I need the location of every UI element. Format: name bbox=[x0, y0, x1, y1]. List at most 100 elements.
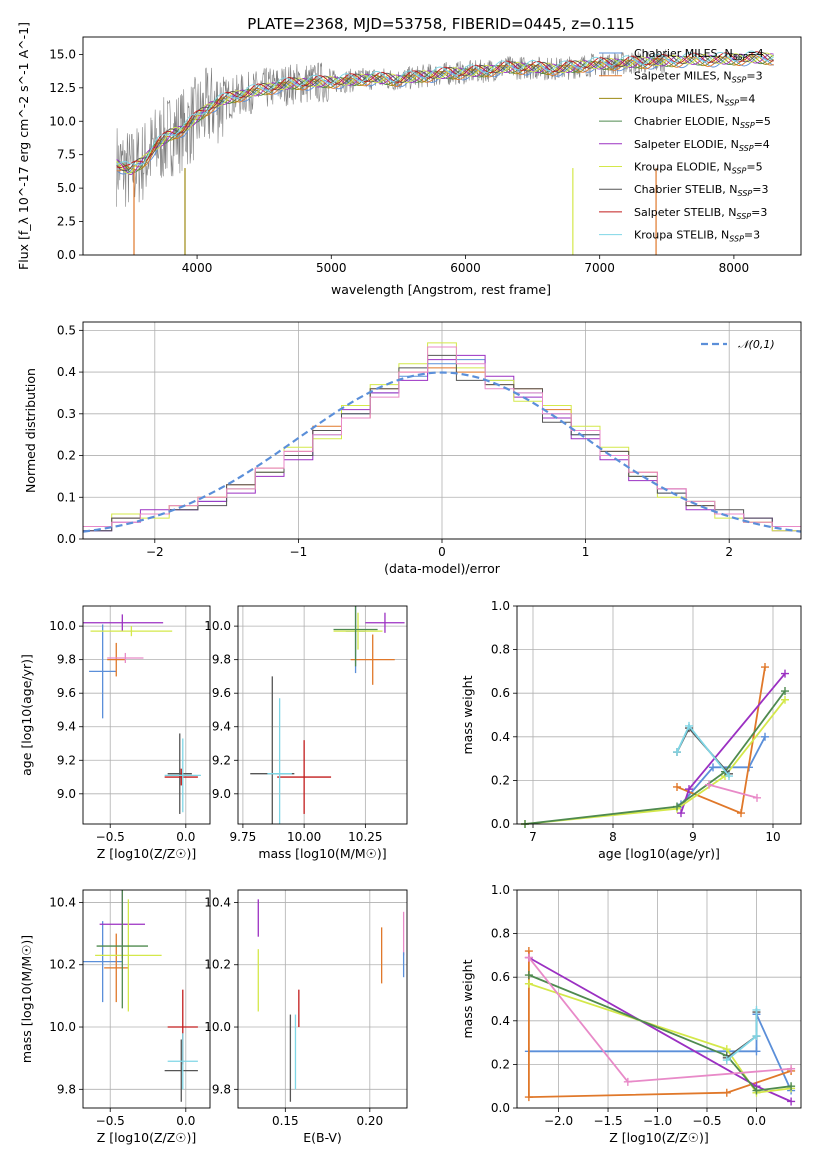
x-tick-label: 10.00 bbox=[287, 830, 321, 844]
y-tick-label: 0.1 bbox=[57, 490, 76, 504]
y-tick-label: 0.6 bbox=[491, 686, 510, 700]
y-tick-label: 0.0 bbox=[57, 248, 76, 262]
y-tick-label: 9.0 bbox=[212, 787, 231, 801]
weight-marker bbox=[781, 687, 789, 696]
weight-marker bbox=[787, 1097, 796, 1106]
weight-marker bbox=[781, 695, 789, 704]
y-tick-label: 9.4 bbox=[57, 720, 76, 734]
y-tick-label: 9.0 bbox=[57, 787, 76, 801]
model-spectrum-4 bbox=[116, 53, 774, 176]
y-tick-label: 0.0 bbox=[491, 817, 510, 831]
data-point-3 bbox=[95, 899, 162, 1012]
data-point-1 bbox=[350, 634, 395, 685]
legend-label: Kroupa MILES, NSSP=4 bbox=[634, 92, 755, 107]
y-tick-label: 1.0 bbox=[491, 599, 510, 613]
data-point-1 bbox=[104, 933, 129, 1003]
y-tick-label: 10.0 bbox=[204, 619, 231, 633]
axes-frame bbox=[516, 889, 802, 1109]
y-axis-label: mass weight bbox=[460, 675, 475, 754]
y-tick-label: 9.6 bbox=[212, 686, 231, 700]
y-tick-label: 12.5 bbox=[49, 81, 76, 95]
data-point-6 bbox=[164, 768, 198, 786]
weight-marker bbox=[709, 763, 717, 772]
weight-series-3 bbox=[528, 982, 792, 1094]
weight-marker bbox=[524, 953, 533, 962]
y-tick-label: 0.8 bbox=[491, 927, 510, 941]
y-tick-label: 0.0 bbox=[57, 532, 76, 546]
y-tick-label: 1.0 bbox=[491, 883, 510, 897]
x-axis-label: age [log10(age/yr)] bbox=[598, 846, 720, 861]
x-axis-label: mass [log10(M/M☉)] bbox=[258, 846, 386, 861]
weight-marker bbox=[752, 1047, 761, 1056]
panel-age_vs_mass: 9.75 10.00 10.25 9.0 9.2 9.4 9.6 9.8 10.0 mass [l… bbox=[204, 605, 408, 861]
x-axis-label: Z [log10(Z/Z☉)] bbox=[97, 846, 197, 861]
y-tick-label: 0.2 bbox=[491, 773, 510, 787]
x-tick-label: 7000 bbox=[584, 261, 615, 275]
observed-spectrum bbox=[116, 49, 668, 207]
weight-marker bbox=[752, 1005, 761, 1014]
y-tick-label: 9.6 bbox=[57, 686, 76, 700]
weight-marker bbox=[737, 809, 745, 818]
legend-label: Salpeter ELODIE, NSSP=4 bbox=[634, 138, 770, 153]
y-tick-label: 10.0 bbox=[49, 619, 76, 633]
weight-marker bbox=[685, 785, 693, 794]
panel-mass_vs_Z: −0.5 0.0 9.8 10.0 10.2 10.4 Z [log10(Z/Z☉)] mas… bbox=[19, 889, 211, 1145]
x-tick-label: 8000 bbox=[719, 261, 750, 275]
model-spectrum-1 bbox=[116, 55, 774, 172]
weight-series-4 bbox=[524, 690, 786, 825]
y-tick-label: 10.4 bbox=[204, 895, 231, 909]
y-tick-label: 10.0 bbox=[49, 1020, 76, 1034]
x-tick-label: 0.20 bbox=[356, 1114, 383, 1128]
axes-frame bbox=[237, 605, 408, 825]
weight-marker bbox=[722, 1056, 731, 1065]
x-tick-label: 0 bbox=[438, 545, 446, 559]
weight-series-4 bbox=[528, 974, 792, 1092]
y-tick-label: 9.8 bbox=[212, 653, 231, 667]
y-axis-label: Flux [f_λ 10^-17 erg cm^-2 s^-1 A^-1] bbox=[16, 22, 31, 270]
weight-marker bbox=[787, 1082, 796, 1091]
x-tick-label: −0.5 bbox=[692, 1114, 721, 1128]
spectrum-legend: Chabrier MILES, NSSP=4 Salpeter MILES, NS… bbox=[599, 47, 771, 244]
data-point-2 bbox=[365, 612, 405, 633]
legend-label: Chabrier ELODIE, NSSP=5 bbox=[634, 115, 771, 130]
y-tick-label: 0.4 bbox=[57, 365, 76, 379]
weight-marker bbox=[673, 782, 681, 791]
panel-mass_vs_EBV: 0.15 0.20 9.8 10.0 10.2 10.4 E(B-V) bbox=[204, 889, 408, 1145]
y-tick-label: 10.0 bbox=[49, 114, 76, 128]
data-point-3 bbox=[90, 626, 173, 637]
y-tick-label: 2.5 bbox=[57, 215, 76, 229]
histogram-series-5 bbox=[83, 346, 801, 539]
weight-marker bbox=[781, 669, 789, 678]
y-axis-label: mass weight bbox=[460, 959, 475, 1038]
legend-label: Chabrier MILES, NSSP=4 bbox=[634, 47, 764, 62]
x-axis-label: Z [log10(Z/Z☉)] bbox=[609, 1130, 709, 1145]
weight-series-3 bbox=[524, 699, 786, 825]
y-tick-label: 0.0 bbox=[491, 1101, 510, 1115]
weight-marker bbox=[623, 1077, 632, 1086]
x-tick-label: −1.5 bbox=[593, 1114, 622, 1128]
x-axis-label: E(B-V) bbox=[303, 1130, 342, 1145]
weight-marker bbox=[524, 1093, 533, 1102]
data-point-6 bbox=[277, 740, 332, 814]
x-tick-label: 6000 bbox=[450, 261, 481, 275]
weight-marker bbox=[752, 1032, 761, 1041]
weight-series-5 bbox=[528, 957, 792, 1083]
legend-label: Salpeter STELIB, NSSP=3 bbox=[634, 206, 767, 221]
legend-label: 𝒩(0,1) bbox=[738, 338, 775, 351]
y-tick-label: 0.2 bbox=[57, 449, 76, 463]
model-spectrum-8 bbox=[116, 50, 774, 166]
x-tick-label: −0.5 bbox=[96, 1114, 125, 1128]
x-tick-label: −0.5 bbox=[96, 830, 125, 844]
axes-frame bbox=[237, 889, 408, 1109]
x-tick-label: 0.0 bbox=[747, 1114, 766, 1128]
y-tick-label: 0.4 bbox=[491, 730, 510, 744]
x-tick-label: 2 bbox=[725, 545, 733, 559]
weight-series-1 bbox=[676, 666, 766, 815]
data-point-5 bbox=[167, 733, 192, 814]
y-tick-label: 10.4 bbox=[49, 895, 76, 909]
data-point-4 bbox=[333, 606, 378, 667]
weight-marker bbox=[705, 780, 713, 789]
data-point-3 bbox=[333, 612, 383, 650]
data-point-1 bbox=[107, 642, 126, 677]
figure-title: PLATE=2368, MJD=53758, FIBERID=0445, z=0… bbox=[247, 15, 634, 33]
